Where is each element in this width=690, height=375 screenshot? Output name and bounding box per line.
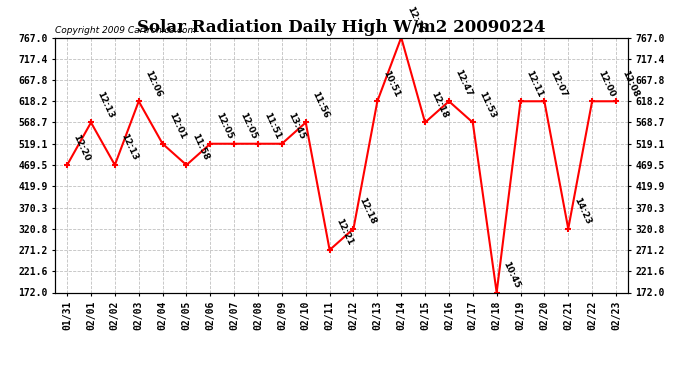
Text: 12:05: 12:05 [238, 111, 259, 141]
Text: 14:23: 14:23 [573, 196, 593, 226]
Text: 11:58: 11:58 [190, 132, 211, 162]
Text: 12:07: 12:07 [549, 69, 569, 99]
Text: 12:13: 12:13 [95, 90, 115, 120]
Text: 12:08: 12:08 [620, 69, 640, 99]
Text: 12:11: 12:11 [524, 69, 545, 99]
Text: 12:21: 12:21 [334, 217, 354, 247]
Text: Copyright 2009 Cartronics.com: Copyright 2009 Cartronics.com [55, 26, 197, 35]
Text: 12:47: 12:47 [453, 69, 473, 99]
Text: 10:45: 10:45 [501, 260, 521, 290]
Text: 13:45: 13:45 [286, 111, 306, 141]
Text: 12:01: 12:01 [167, 111, 187, 141]
Text: 12:06: 12:06 [143, 69, 163, 99]
Text: 11:56: 11:56 [310, 90, 331, 120]
Text: 12:13: 12:13 [119, 132, 139, 162]
Text: 12:00: 12:00 [596, 69, 616, 99]
Text: 12:05: 12:05 [215, 111, 235, 141]
Text: 12:18: 12:18 [429, 90, 449, 120]
Text: 12:18: 12:18 [357, 196, 378, 226]
Text: 10:51: 10:51 [382, 69, 402, 99]
Text: 11:53: 11:53 [477, 90, 497, 120]
Text: 12:20: 12:20 [71, 133, 92, 162]
Text: 11:51: 11:51 [262, 111, 282, 141]
Text: 12:16: 12:16 [405, 5, 426, 35]
Title: Solar Radiation Daily High W/m2 20090224: Solar Radiation Daily High W/m2 20090224 [137, 19, 546, 36]
